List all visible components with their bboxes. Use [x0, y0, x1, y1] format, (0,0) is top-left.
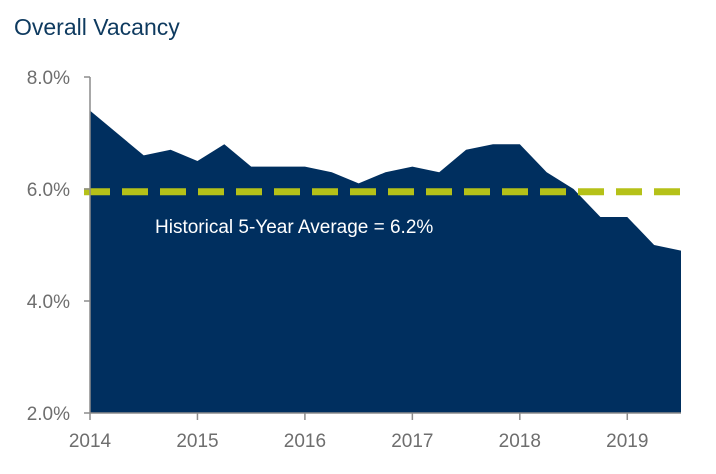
x-tick-label: 2018 — [499, 431, 541, 452]
chart-title: Overall Vacancy — [14, 14, 180, 40]
axis-layer: 2.0% 4.0% 6.0% 8.0% 2014 2015 2016 2017 2018 2019 — [27, 68, 681, 452]
x-tick-label: 2016 — [284, 431, 326, 452]
y-tick-label: 8.0% — [27, 68, 70, 89]
area-layer — [90, 110, 681, 413]
y-tick-label: 6.0% — [27, 180, 70, 201]
x-tick-label: 2014 — [69, 431, 112, 452]
x-tick-label: 2019 — [606, 431, 648, 452]
y-tick-label: 2.0% — [27, 404, 70, 425]
x-tick-label: 2015 — [176, 431, 218, 452]
vacancy-area-series — [90, 110, 681, 413]
y-tick-label: 4.0% — [27, 292, 70, 313]
x-tick-label: 2017 — [391, 431, 433, 452]
average-annotation: Historical 5-Year Average = 6.2% — [155, 217, 433, 238]
